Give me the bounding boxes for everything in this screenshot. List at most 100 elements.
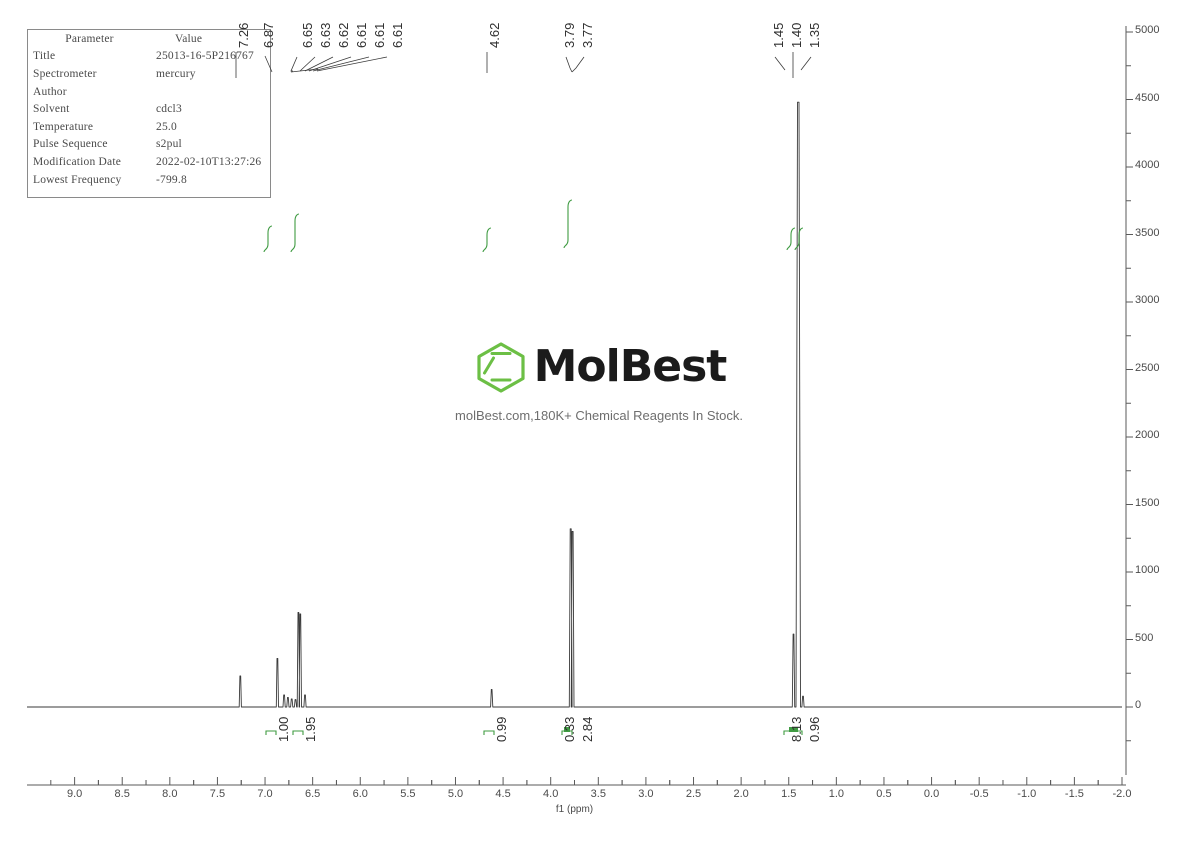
parameter-value: -799.8 — [156, 173, 187, 186]
integral-bracket — [265, 730, 277, 735]
y-axis-tick-label: 4500 — [1135, 91, 1160, 104]
integral-curve — [482, 227, 492, 253]
integral-bracket — [483, 730, 495, 735]
x-axis-tick-label: 0.5 — [876, 788, 892, 800]
x-axis-tick-label: 1.5 — [781, 788, 797, 800]
parameter-row: Spectrometer mercury — [28, 65, 270, 83]
parameter-value: cdcl3 — [156, 103, 182, 116]
parameter-row: Lowest Frequency -799.8 — [28, 171, 270, 189]
peak-label: 6.65 — [300, 22, 315, 48]
integral-curve — [290, 213, 300, 253]
y-axis-tick-label: 3500 — [1135, 226, 1160, 239]
peak-label: 6.87 — [261, 22, 276, 48]
parameter-header-value: Value — [175, 32, 203, 45]
peak-label: 1.45 — [771, 22, 786, 48]
peak-label: 6.61 — [390, 22, 405, 48]
peak-label: 3.79 — [562, 22, 577, 48]
integral-bracket — [292, 730, 304, 735]
parameter-row: Title 25013-16-5P216767 — [28, 48, 270, 66]
parameter-row: Pulse Sequence s2pul — [28, 136, 270, 154]
parameter-key: Title — [33, 50, 56, 63]
x-axis-tick-label: 6.0 — [352, 788, 368, 800]
x-axis-tick-label: 7.5 — [209, 788, 226, 800]
peak-leader-line — [290, 56, 298, 72]
parameter-value: mercury — [156, 67, 196, 80]
peak-label: 3.77 — [580, 22, 595, 48]
parameter-key: Author — [33, 85, 67, 98]
peak-label: 6.61 — [354, 22, 369, 48]
y-axis-tick-label: 1500 — [1135, 496, 1160, 509]
x-axis-tick-label: -0.5 — [969, 788, 989, 800]
x-axis-tick-label: 8.0 — [162, 788, 178, 800]
integral-label: 0.99 — [494, 716, 509, 742]
x-axis-tick-label: 5.5 — [400, 788, 416, 800]
peak-label: 7.26 — [236, 22, 251, 48]
integral-label: 0.96 — [807, 716, 822, 742]
integral-label: 1.00 — [276, 716, 291, 742]
parameter-row: Author — [28, 83, 270, 101]
x-axis-tick-label: -2.0 — [1112, 788, 1132, 800]
parameter-key: Spectrometer — [33, 67, 97, 80]
x-axis-tick-label: 8.5 — [114, 788, 130, 800]
parameter-row: Modification Date 2022-02-10T13:27:26 — [28, 153, 270, 171]
parameter-row: Solvent cdcl3 — [28, 100, 270, 118]
y-axis-tick-label: 5000 — [1135, 24, 1160, 36]
x-axis-tick-label: -1.5 — [1064, 788, 1084, 800]
x-axis-tick-label: 6.5 — [304, 788, 321, 800]
y-axis-tick-label: 2500 — [1135, 361, 1160, 374]
y-axis-tick-label: 500 — [1135, 631, 1154, 644]
x-axis-tick-label: 4.0 — [543, 788, 559, 800]
peak-leader-line — [316, 56, 388, 72]
peak-label: 1.40 — [789, 22, 804, 48]
parameter-key: Lowest Frequency — [33, 173, 122, 186]
peak-leader-line — [264, 55, 273, 73]
x-axis-title: f1 (ppm) — [555, 804, 594, 815]
y-axis-tick-label: 1000 — [1135, 564, 1160, 576]
parameter-key: Pulse Sequence — [33, 138, 108, 151]
x-axis-tick-label: 1.0 — [828, 788, 844, 800]
peak-cluster-line — [290, 68, 319, 73]
integral-label: 1.95 — [303, 716, 318, 742]
peak-label: 6.63 — [318, 22, 333, 48]
parameter-table: Parameter Value Title 25013-16-5P216767 Spec… — [28, 30, 270, 188]
watermark-logo-row: MolBest — [472, 340, 727, 394]
parameter-table-header-row: Parameter Value — [28, 30, 270, 48]
parameter-key: Modification Date — [33, 155, 122, 168]
x-axis-tick-label: 7.0 — [257, 788, 273, 800]
parameter-value: 25.0 — [156, 120, 177, 133]
parameter-value: 2022-02-10T13:27:26 — [156, 155, 262, 168]
x-axis-tick-label: 3.5 — [590, 788, 606, 800]
integral-curve — [786, 227, 796, 251]
y-axis-tick-label: 4000 — [1135, 159, 1160, 171]
parameter-value: 25013-16-5P216767 — [156, 50, 254, 63]
parameter-info-box: Parameter Value Title 25013-16-5P216767 Spec… — [27, 29, 271, 198]
peak-leader-line — [299, 56, 316, 72]
y-axis-tick-label: 0 — [1135, 699, 1142, 711]
peak-leader-line — [774, 56, 786, 71]
integral-label: 0.33 — [562, 716, 577, 742]
spectrum-trace — [27, 101, 1122, 708]
integral-curve — [263, 225, 273, 253]
peak-label: 1.35 — [807, 22, 822, 48]
parameter-row: Temperature 25.0 — [28, 118, 270, 136]
integral-curve — [794, 227, 804, 251]
x-axis-tick-label: 4.5 — [495, 788, 511, 800]
integral-curve — [563, 199, 573, 249]
molbest-watermark: MolBest molBest.com,180K+ Chemical Reage… — [449, 340, 749, 436]
watermark-tagline: molBest.com,180K+ Chemical Reagents In S… — [455, 408, 743, 423]
parameter-key: Temperature — [33, 120, 94, 133]
integral-label: 8.13 — [789, 716, 804, 742]
peak-label: 4.62 — [487, 22, 502, 48]
x-axis-tick-label: 5.0 — [447, 788, 464, 800]
peak-leader-line — [308, 56, 352, 72]
peak-leader-line — [565, 56, 573, 73]
y-axis-tick-label: 2000 — [1135, 429, 1160, 441]
x-axis-tick-label: 3.0 — [638, 788, 654, 800]
peak-label: 6.61 — [372, 22, 387, 48]
x-axis-tick-label: 2.0 — [733, 788, 749, 800]
y-axis-tick-label: 3000 — [1135, 294, 1160, 306]
integral-label: 2.84 — [580, 716, 595, 742]
peak-leader-line — [304, 56, 334, 72]
